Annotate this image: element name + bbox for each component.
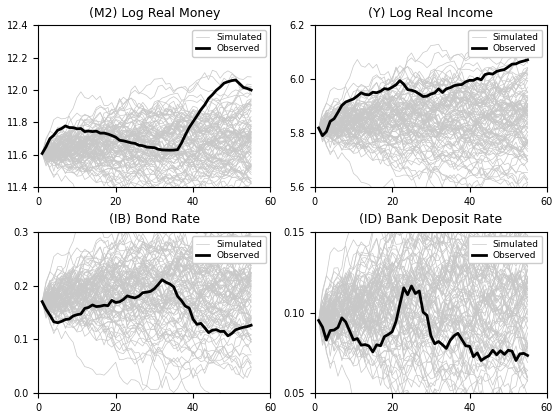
Simulated bbox=[466, 129, 473, 134]
Legend: Simulated, Observed: Simulated, Observed bbox=[468, 30, 543, 57]
Simulated bbox=[120, 287, 127, 292]
Line: Observed: Observed bbox=[42, 280, 251, 336]
Observed bbox=[524, 353, 531, 358]
Observed bbox=[396, 78, 403, 83]
Observed bbox=[520, 351, 527, 356]
Simulated bbox=[62, 135, 69, 140]
Simulated bbox=[396, 299, 403, 304]
Simulated bbox=[81, 285, 88, 290]
Simulated bbox=[232, 150, 239, 155]
Observed bbox=[338, 315, 345, 320]
Title: (M2) Log Real Money: (M2) Log Real Money bbox=[88, 7, 220, 20]
Line: Observed: Observed bbox=[319, 60, 528, 136]
Observed bbox=[89, 302, 96, 307]
Observed bbox=[232, 77, 239, 82]
Simulated bbox=[248, 293, 254, 298]
Observed bbox=[244, 324, 251, 329]
Observed bbox=[39, 299, 45, 304]
Legend: Simulated, Observed: Simulated, Observed bbox=[468, 236, 543, 263]
Observed bbox=[225, 79, 231, 84]
Simulated bbox=[396, 115, 403, 120]
Legend: Simulated, Observed: Simulated, Observed bbox=[192, 236, 266, 263]
Observed bbox=[319, 133, 326, 138]
Simulated bbox=[520, 124, 527, 129]
Observed bbox=[366, 344, 372, 349]
Simulated bbox=[524, 121, 531, 126]
Observed bbox=[408, 284, 415, 289]
Simulated bbox=[370, 107, 376, 112]
Simulated bbox=[315, 318, 322, 323]
Observed bbox=[77, 312, 84, 317]
Simulated bbox=[93, 134, 100, 139]
Observed bbox=[520, 58, 527, 63]
Observed bbox=[508, 349, 515, 354]
Observed bbox=[116, 299, 123, 304]
Line: Simulated: Simulated bbox=[42, 270, 251, 306]
Title: (ID) Bank Deposit Rate: (ID) Bank Deposit Rate bbox=[360, 213, 502, 226]
Observed bbox=[248, 87, 254, 92]
Line: Observed: Observed bbox=[42, 80, 251, 153]
Observed bbox=[505, 64, 512, 69]
Simulated bbox=[81, 140, 88, 145]
Line: Simulated: Simulated bbox=[42, 130, 251, 157]
Legend: Simulated, Observed: Simulated, Observed bbox=[192, 30, 266, 57]
Title: (Y) Log Real Income: (Y) Log Real Income bbox=[368, 7, 493, 20]
Line: Simulated: Simulated bbox=[319, 102, 528, 131]
Observed bbox=[342, 100, 349, 105]
Simulated bbox=[248, 147, 254, 152]
Simulated bbox=[346, 99, 353, 104]
Observed bbox=[248, 323, 254, 328]
Observed bbox=[354, 336, 361, 341]
Observed bbox=[89, 129, 96, 134]
Simulated bbox=[524, 309, 531, 314]
Observed bbox=[62, 317, 69, 322]
Simulated bbox=[39, 299, 45, 304]
Simulated bbox=[358, 113, 365, 118]
Observed bbox=[62, 123, 69, 129]
Simulated bbox=[244, 298, 251, 303]
Simulated bbox=[338, 286, 345, 291]
Observed bbox=[370, 90, 376, 95]
Simulated bbox=[346, 270, 353, 276]
Observed bbox=[315, 126, 322, 131]
Simulated bbox=[315, 126, 322, 131]
Observed bbox=[244, 86, 251, 91]
Simulated bbox=[62, 278, 69, 283]
Simulated bbox=[358, 296, 365, 301]
Simulated bbox=[338, 108, 345, 113]
Simulated bbox=[370, 285, 376, 290]
Simulated bbox=[39, 151, 45, 156]
Observed bbox=[478, 358, 484, 363]
Simulated bbox=[93, 277, 100, 282]
Observed bbox=[158, 277, 165, 282]
Simulated bbox=[466, 324, 473, 329]
Simulated bbox=[520, 316, 527, 321]
Observed bbox=[116, 138, 123, 143]
Line: Simulated: Simulated bbox=[319, 273, 528, 327]
Simulated bbox=[508, 316, 515, 321]
Observed bbox=[77, 126, 84, 131]
Observed bbox=[39, 151, 45, 156]
Simulated bbox=[190, 154, 197, 159]
Observed bbox=[232, 327, 239, 332]
Simulated bbox=[232, 298, 239, 303]
Observed bbox=[393, 319, 399, 324]
Observed bbox=[524, 57, 531, 62]
Simulated bbox=[120, 142, 127, 147]
Title: (IB) Bond Rate: (IB) Bond Rate bbox=[109, 213, 200, 226]
Simulated bbox=[70, 127, 77, 132]
Observed bbox=[225, 333, 231, 339]
Simulated bbox=[190, 303, 197, 308]
Line: Observed: Observed bbox=[319, 286, 528, 360]
Simulated bbox=[244, 150, 251, 155]
Observed bbox=[315, 318, 322, 323]
Simulated bbox=[508, 124, 515, 129]
Observed bbox=[358, 90, 365, 95]
Simulated bbox=[70, 268, 77, 273]
